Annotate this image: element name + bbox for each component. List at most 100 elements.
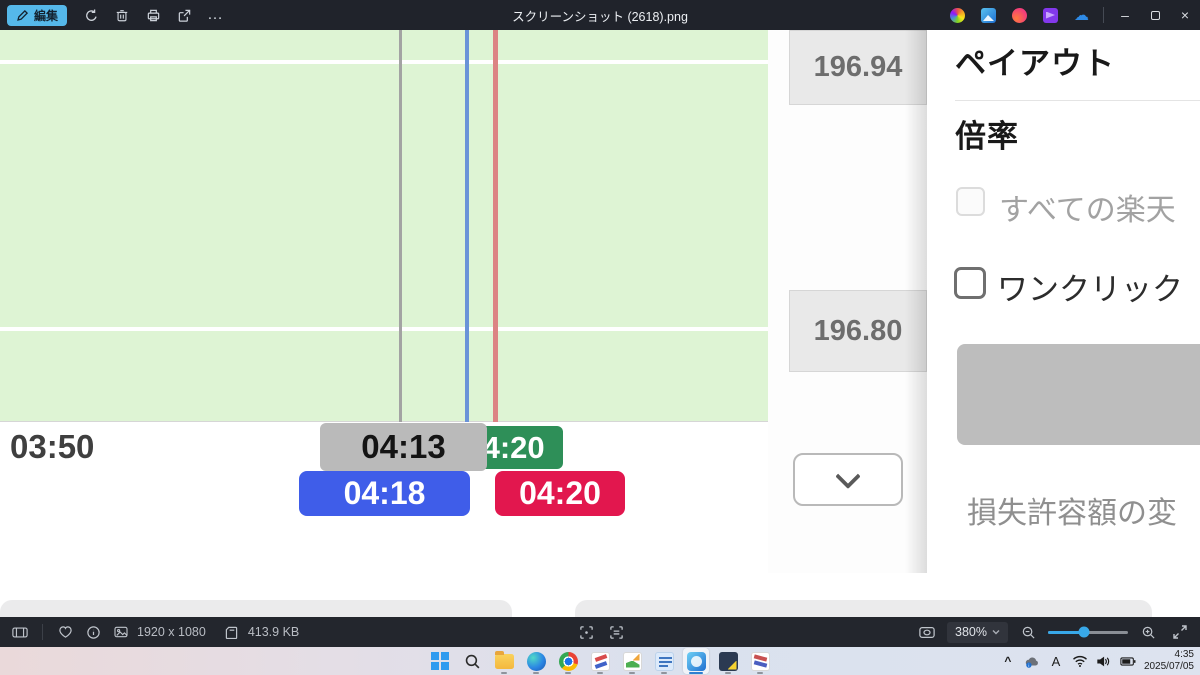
- titlebar-separator: [1103, 7, 1104, 23]
- file-size: 413.9 KB: [247, 625, 300, 639]
- bottom-panel-left: [0, 600, 512, 617]
- share-button[interactable]: [172, 3, 196, 27]
- taskbar-app-trading1[interactable]: [587, 648, 613, 674]
- ellipsis-icon: …: [207, 6, 224, 23]
- trash-icon: [116, 9, 128, 21]
- statusbar-separator: [42, 624, 43, 640]
- paint-app-icon[interactable]: [950, 7, 965, 23]
- rotate-icon: [85, 9, 97, 21]
- time-badge-gray: 04:13: [320, 423, 487, 471]
- time-badge-red: 04:20: [495, 471, 625, 516]
- fit-to-window-icon: [579, 625, 593, 639]
- edit-button-label: 編集: [34, 8, 59, 23]
- minimize-button[interactable]: –: [1121, 7, 1129, 23]
- zoom-slider[interactable]: [1048, 626, 1128, 638]
- volume-icon[interactable]: [1096, 652, 1112, 670]
- payout-title: ペイアウト: [955, 46, 1115, 81]
- photos-app-icon[interactable]: [981, 7, 996, 23]
- zoom-level-dropdown[interactable]: 380%: [947, 621, 1008, 643]
- visual-search-button[interactable]: [604, 620, 628, 644]
- gray-action-button: [957, 344, 1200, 445]
- taskbar-search-button[interactable]: [459, 648, 485, 674]
- current-time-line: [399, 30, 402, 422]
- chrome-icon: [558, 651, 578, 671]
- more-options-button[interactable]: …: [203, 3, 227, 27]
- heart-icon: [58, 626, 72, 638]
- image-dimensions: 1920 x 1080: [137, 625, 206, 639]
- favorite-button[interactable]: [53, 620, 77, 644]
- folder-icon: [494, 651, 514, 669]
- zoom-slider-thumb[interactable]: [1078, 626, 1090, 638]
- dimensions-icon: [109, 620, 133, 644]
- price-scale-column: 196.94 196.80: [768, 30, 927, 573]
- taskbar-app-editor[interactable]: [619, 648, 645, 674]
- checkbox-oneclick: [954, 267, 986, 299]
- filmstrip-button[interactable]: [8, 620, 32, 644]
- info-icon: [86, 625, 100, 639]
- designer-app-icon[interactable]: [1012, 7, 1027, 23]
- windows-logo-icon: [431, 652, 449, 670]
- taskbar-file-explorer[interactable]: [491, 648, 517, 674]
- visual-search-icon: [609, 625, 623, 639]
- dark-app-icon: [718, 651, 738, 671]
- taskbar-chrome[interactable]: [555, 648, 581, 674]
- selection-zoom-button[interactable]: [915, 620, 939, 644]
- taskbar-app-dark[interactable]: [715, 648, 741, 674]
- fullscreen-icon: [1173, 625, 1187, 639]
- chevron-down-icon: [992, 630, 1000, 635]
- share-icon: [178, 9, 190, 22]
- fit-to-window-button[interactable]: [574, 620, 598, 644]
- close-button[interactable]: ×: [1180, 7, 1190, 23]
- taskbar-photos-active[interactable]: [683, 648, 709, 674]
- onedrive-icon[interactable]: ☁: [1074, 6, 1089, 24]
- edge-icon: [526, 651, 546, 671]
- taskbar-app-notes[interactable]: [651, 648, 677, 674]
- trade-side-panel: ペイアウト 倍率 すべての楽天 ワンクリック 損失許容額の変: [927, 30, 1200, 617]
- trading-app2-icon: [750, 651, 770, 671]
- clipchamp-app-icon[interactable]: [1043, 7, 1058, 23]
- restore-button[interactable]: [1140, 0, 1170, 30]
- taskbar-edge[interactable]: [523, 648, 549, 674]
- fullscreen-button[interactable]: [1168, 620, 1192, 644]
- start-button[interactable]: [427, 648, 453, 674]
- zoom-slider-fill: [1048, 630, 1084, 634]
- filmstrip-icon: [12, 626, 28, 638]
- edit-button[interactable]: 編集: [7, 4, 68, 26]
- gridline-upper: [0, 60, 768, 64]
- selection-zoom-icon: [919, 626, 935, 638]
- price-box-upper: 196.94: [789, 30, 927, 105]
- bottom-panel-right: [575, 600, 1152, 617]
- price-box-lower: 196.80: [789, 290, 927, 372]
- rotate-button[interactable]: [79, 3, 103, 27]
- battery-icon[interactable]: [1120, 652, 1136, 670]
- tray-date: 2025/07/05: [1143, 661, 1194, 672]
- checkbox-oneclick-label: ワンクリック: [997, 272, 1183, 307]
- zoom-out-button[interactable]: [1016, 620, 1040, 644]
- wifi-icon[interactable]: [1072, 652, 1088, 670]
- photo-canvas[interactable]: 03:50 04:20 04:13 04:18 04:20 196.94 196…: [0, 30, 1200, 617]
- photos-icon: [686, 651, 706, 671]
- tray-time: 4:35: [1174, 649, 1194, 660]
- purchase-deadline-line: [465, 30, 469, 422]
- tray-expand-chevron[interactable]: ^: [1004, 654, 1012, 668]
- printer-icon: [147, 9, 159, 21]
- editor-app-icon: [622, 651, 642, 671]
- taskbar-app-trading2[interactable]: [747, 648, 773, 674]
- delete-button[interactable]: [110, 3, 134, 27]
- trading-app-icon: [590, 651, 610, 671]
- time-badge-blue: 04:18: [299, 471, 470, 516]
- restore-icon: [1150, 10, 1160, 20]
- onedrive-tray-icon[interactable]: i: [1024, 652, 1040, 670]
- zoom-in-button[interactable]: [1136, 620, 1160, 644]
- ime-indicator[interactable]: A: [1051, 653, 1061, 669]
- checkbox-all-label: すべての楽天: [999, 194, 1176, 227]
- windows-taskbar: ^ i A: [0, 647, 1200, 675]
- svg-text:i: i: [1028, 662, 1029, 667]
- collapse-chevron-button: [793, 453, 903, 506]
- tray-clock[interactable]: 4:35 2025/07/05: [1144, 649, 1194, 673]
- info-button[interactable]: [81, 620, 105, 644]
- print-button[interactable]: [141, 3, 165, 27]
- time-badge-blue-label: 04:18: [343, 475, 426, 511]
- zoom-in-icon: [1142, 626, 1155, 639]
